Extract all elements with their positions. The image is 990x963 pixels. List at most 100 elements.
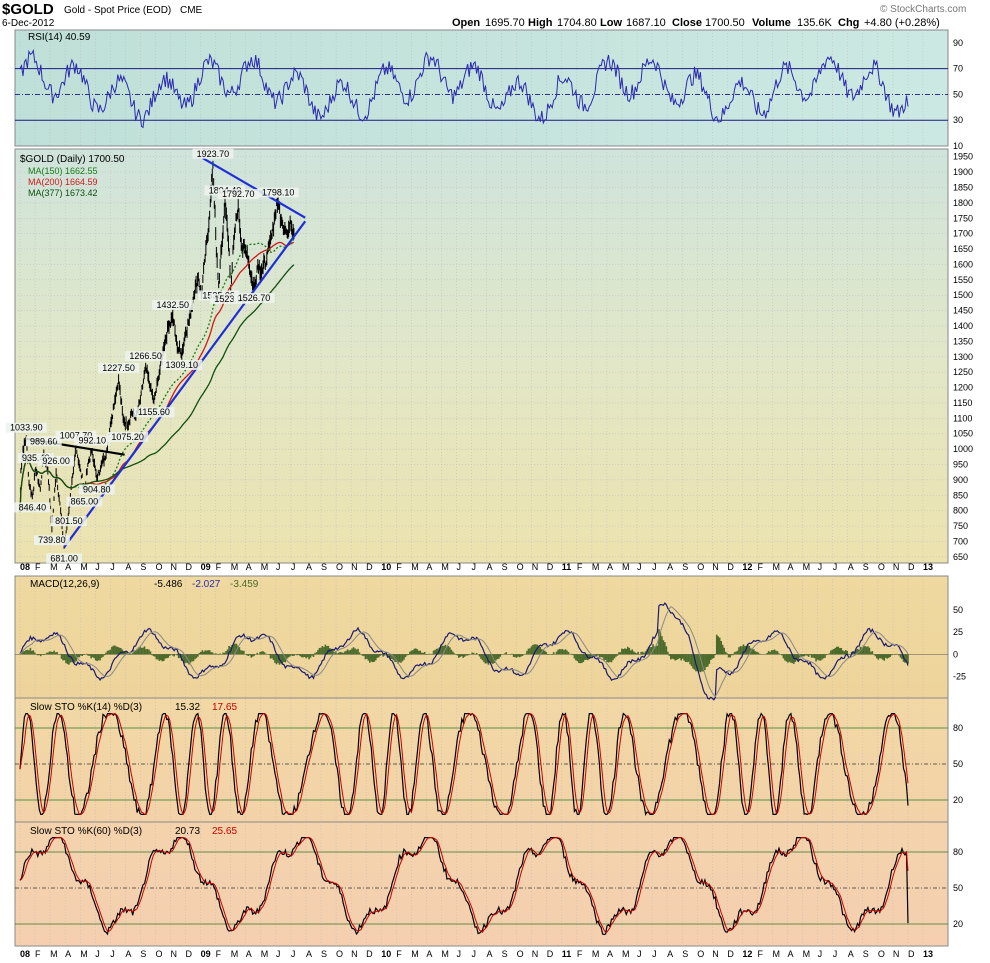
x-tick-label: M (80, 949, 88, 959)
x-tick-label: M (411, 949, 419, 959)
x-tick-label: M (773, 949, 781, 959)
x-tick-label: N (712, 562, 719, 572)
x-tick-label: J (456, 562, 461, 572)
x-tick-label: M (592, 562, 600, 572)
sto60-line (19, 837, 909, 936)
sto14-tick-label: 50 (953, 759, 963, 769)
low-label: Low (600, 17, 622, 29)
sto14-line (19, 712, 909, 817)
x-tick-label: S (321, 949, 327, 959)
price-tick-label: 1200 (953, 383, 973, 393)
price-annotation: 1266.50 (129, 351, 162, 361)
x-tick-label: D (908, 562, 915, 572)
x-tick-label: J (833, 949, 838, 959)
annotation-box (66, 496, 103, 507)
exchange-label: CME (180, 5, 203, 16)
rsi-tick-label: 90 (953, 38, 963, 48)
annotation-box (257, 187, 299, 198)
chg-label: Chg (838, 17, 859, 29)
rsi-panel (14, 29, 949, 147)
x-tick-label: J (291, 949, 296, 959)
volume-label: Volume (752, 17, 791, 29)
annotation-box (152, 299, 194, 310)
x-tick-label: J (472, 562, 477, 572)
price-tick-label: 750 (953, 521, 968, 531)
x-tick-label: F (577, 562, 583, 572)
macd-tick-label: -25 (953, 672, 966, 682)
x-tick-label: M (50, 949, 58, 959)
x-tick-label: J (818, 562, 823, 572)
sto60-panel (14, 821, 949, 947)
price-tick-label: 800 (953, 506, 968, 516)
x-tick-label: A (246, 949, 252, 959)
x-tick-label: D (727, 949, 734, 959)
price-tick-label: 900 (953, 475, 968, 485)
price-tick-label: 1900 (953, 167, 973, 177)
price-layer: 1033.90 935.40 989.60 846.40 926.00 739.80 681… (5, 148, 307, 564)
x-tick-label: O (697, 949, 704, 959)
x-tick-label: S (502, 562, 508, 572)
ohlc-readout: Open 1695.70 High 1704.80 Low 1687.10 Cl… (452, 17, 940, 29)
annotation-box (46, 553, 82, 564)
chart-date: 6-Dec-2012 (2, 18, 55, 29)
sto60-signal-line (19, 837, 909, 933)
macd-line (19, 602, 909, 701)
x-tick-label: J (110, 562, 115, 572)
x-tick-label: A (426, 949, 432, 959)
x-tick-label: J (652, 562, 657, 572)
x-tick-label: S (863, 949, 869, 959)
price-annotation: 865.00 (71, 497, 99, 507)
x-tick-label: J (276, 562, 281, 572)
x-tick-label: 11 (562, 949, 572, 959)
price-annotation: 904.80 (83, 484, 111, 494)
close-value: 1700.50 (705, 17, 745, 29)
legend-ma377: MA(377) 1673.42 (28, 188, 98, 198)
macd-signal-line (19, 606, 909, 698)
price-tick-label: 1700 (953, 229, 973, 239)
x-tick-label: D (366, 562, 373, 572)
price-annotation: 1227.50 (102, 363, 135, 373)
price-annotation: 1798.10 (262, 187, 295, 197)
x-tick-label: J (818, 949, 823, 959)
high-label: High (528, 17, 553, 29)
price-annotation: 926.00 (42, 456, 70, 466)
sto14-d-value: 17.65 (212, 702, 237, 713)
price-annotation: 1432.50 (156, 300, 189, 310)
x-tick-label: J (472, 949, 477, 959)
annotation-box (233, 292, 275, 303)
ma377-line (19, 264, 295, 511)
price-annotation: 739.80 (38, 535, 66, 545)
x-tick-label: A (667, 949, 673, 959)
price-tick-label: 850 (953, 490, 968, 500)
x-tick-label: O (155, 949, 162, 959)
price-tick-label: 1450 (953, 306, 973, 316)
sto14-tick-label: 20 (953, 795, 963, 805)
x-tick-label: M (622, 562, 630, 572)
annotation-box (25, 436, 62, 447)
price-tick-label: 1000 (953, 444, 973, 454)
x-tick-label: J (95, 562, 100, 572)
x-tick-label: F (577, 949, 583, 959)
x-tick-label: S (682, 562, 688, 572)
x-tick-label: A (848, 949, 854, 959)
price-tick-label: 950 (953, 460, 968, 470)
annotation-box (51, 516, 87, 527)
price-tick-label: 700 (953, 536, 968, 546)
price-tick-label: 1650 (953, 244, 973, 254)
x-tick-label: A (125, 562, 131, 572)
x-tick-label: 11 (562, 562, 572, 572)
x-tick-label: D (186, 562, 193, 572)
falling-resistance-trendline (202, 157, 306, 219)
price-tick-label: 1800 (953, 198, 973, 208)
macd-value: -5.486 (154, 579, 183, 590)
sto14-signal-line (19, 713, 909, 816)
x-tick-label: O (517, 562, 524, 572)
x-tick-label: M (261, 562, 269, 572)
x-tick-label: 08 (20, 949, 30, 959)
x-tick-label: J (456, 949, 461, 959)
price-annotation: 1309.10 (166, 360, 199, 370)
sto60-tick-label: 20 (953, 919, 963, 929)
x-tick-label: O (878, 949, 885, 959)
x-tick-label: N (171, 562, 178, 572)
sto60-tick-label: 50 (953, 883, 963, 893)
